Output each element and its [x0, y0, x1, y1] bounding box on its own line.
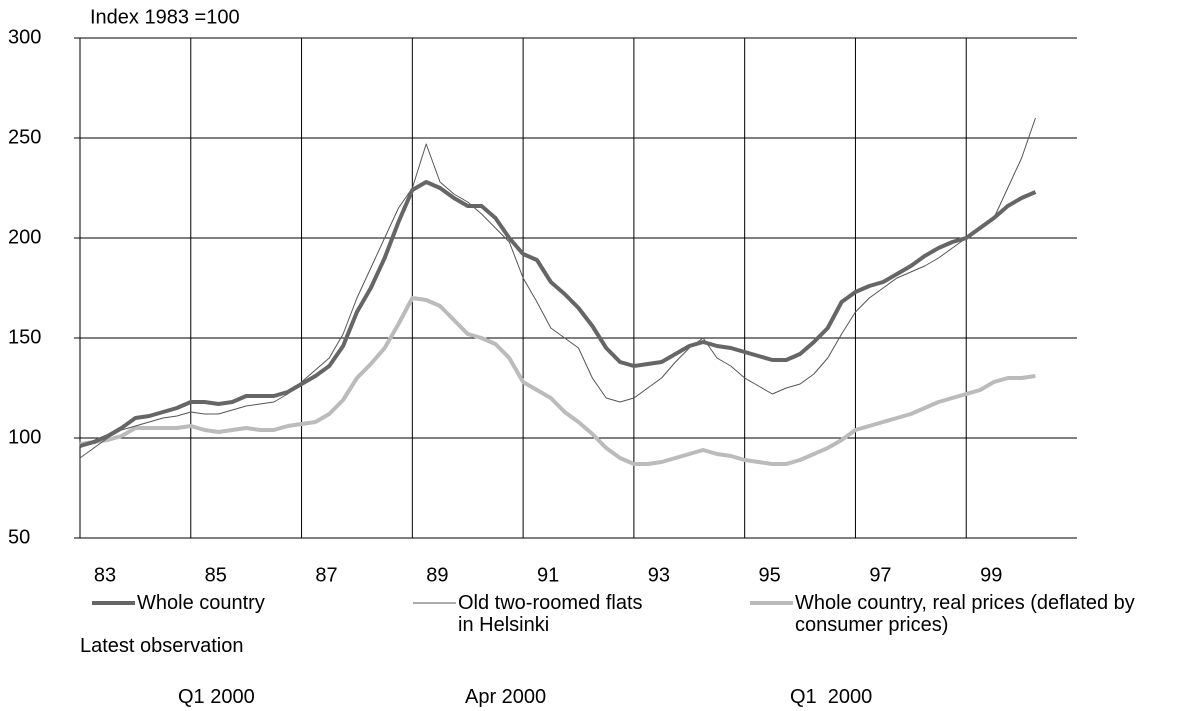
y-tick-label: 300 [8, 26, 41, 48]
latest-observation-value: Q1 2000 [178, 686, 255, 708]
x-tick-label: 85 [205, 564, 227, 586]
y-tick-label: 100 [8, 426, 41, 448]
y-axis-label: Index 1983 =100 [90, 6, 240, 28]
y-tick-label: 250 [8, 126, 41, 148]
legend-label: Whole country, real prices (deflated by … [795, 592, 1141, 636]
legend-label: Whole country [137, 592, 265, 614]
series-line [79, 180, 1037, 448]
y-tick-label: 200 [8, 226, 41, 248]
legend-label: Old two-roomed flats in Helsinki [458, 592, 649, 636]
x-tick-label: 87 [315, 564, 337, 586]
x-tick-label: 91 [537, 564, 559, 586]
x-tick-label: 99 [980, 564, 1002, 586]
latest-observation-value: Q1 2000 [790, 686, 873, 708]
series-line [79, 117, 1036, 459]
x-tick-label: 93 [648, 564, 670, 586]
x-tick-label: 95 [759, 564, 781, 586]
x-tick-label: 97 [869, 564, 891, 586]
y-tick-label: 150 [8, 326, 41, 348]
latest-observation-value: Apr 2000 [465, 686, 547, 708]
x-tick-label: 89 [426, 564, 448, 586]
latest-observation-label: Latest observation [80, 635, 244, 657]
x-tick-label: 83 [94, 564, 116, 586]
y-tick-label: 50 [8, 526, 30, 548]
series-line [79, 296, 1036, 466]
